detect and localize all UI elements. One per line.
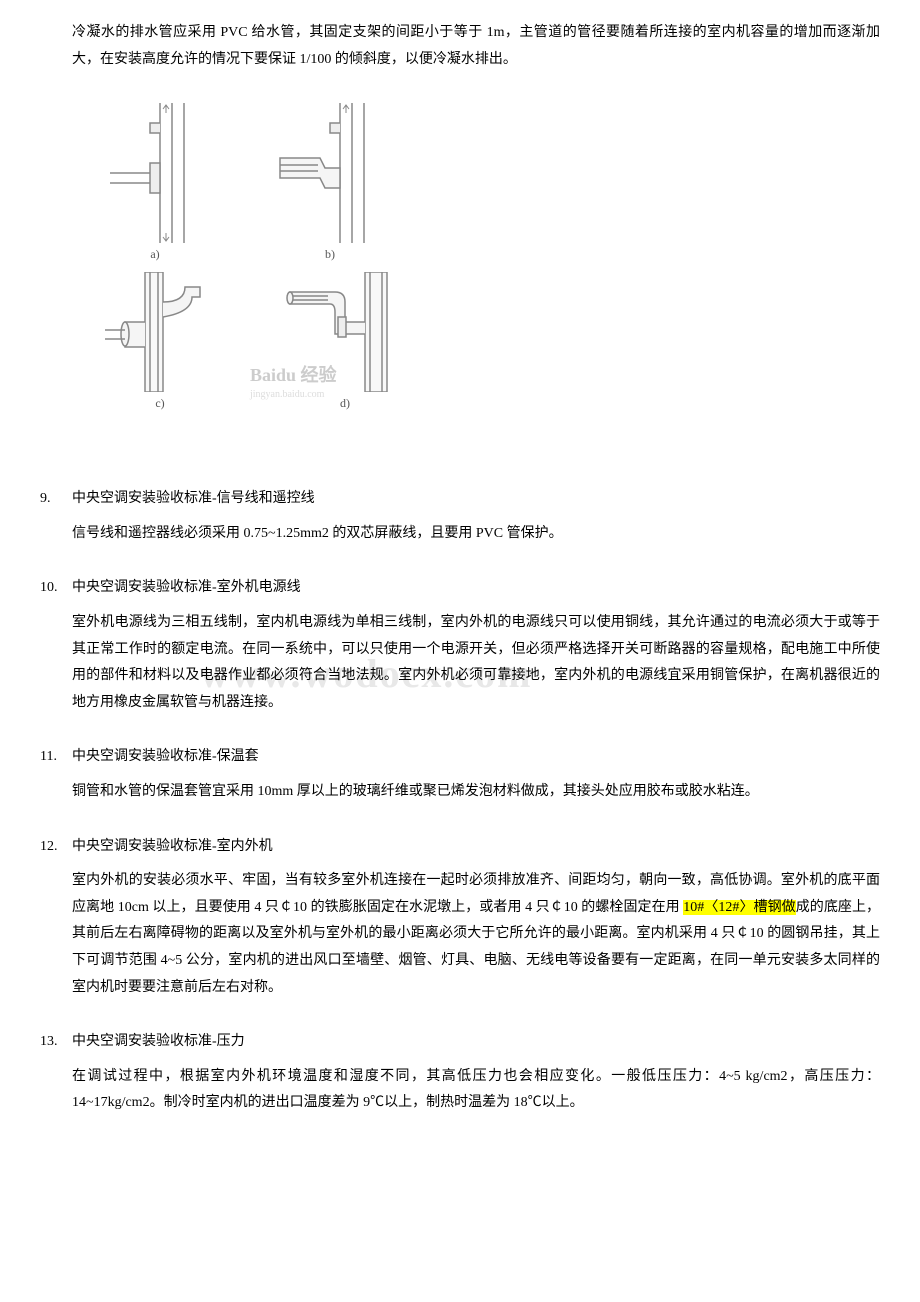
section-12-highlight: 10#〈12#〉槽钢做 <box>683 900 795 915</box>
diagram-c-svg <box>100 272 220 392</box>
diagram-d-svg <box>280 272 410 392</box>
section-9-num: 9. <box>40 486 72 513</box>
section-12-title: 12.中央空调安装验收标准-室内外机 <box>40 834 880 861</box>
intro-paragraph: 冷凝水的排水管应采用 PVC 给水管，其固定支架的间距小于等于 1m，主管道的管… <box>40 20 880 73</box>
section-13-body: 在调试过程中，根据室内外机环境温度和湿度不同，其高低压力也会相应变化。一般低压压… <box>40 1064 880 1117</box>
section-9-title: 9.中央空调安装验收标准-信号线和遥控线 <box>40 486 880 513</box>
section-12-num: 12. <box>40 834 72 861</box>
section-13-title-text: 中央空调安装验收标准-压力 <box>72 1034 245 1049</box>
diagram-a-svg <box>100 103 210 243</box>
section-11-title: 11.中央空调安装验收标准-保温套 <box>40 744 880 771</box>
figure-a: a) <box>100 103 210 262</box>
diagram-b-svg <box>270 103 390 243</box>
baidu-url: jingyan.baidu.com <box>250 389 570 400</box>
section-9-body: 信号线和遥控器线必须采用 0.75~1.25mm2 的双芯屏蔽线，且要用 PVC… <box>40 521 880 548</box>
figure-b-label: b) <box>270 247 390 262</box>
section-12-body: 室内外机的安装必须水平、牢固，当有较多室外机连接在一起时必须排放准齐、间距均匀，… <box>40 868 880 1001</box>
section-13-num: 13. <box>40 1029 72 1056</box>
section-9-title-text: 中央空调安装验收标准-信号线和遥控线 <box>72 491 315 506</box>
section-10-body: 室外机电源线为三相五线制，室内机电源线为单相三线制，室内外机的电源线只可以使用铜… <box>40 610 880 716</box>
figure-block: a) b) <box>100 103 420 458</box>
section-10-title: 10.中央空调安装验收标准-室外机电源线 <box>40 575 880 602</box>
section-10-title-text: 中央空调安装验收标准-室外机电源线 <box>72 580 301 595</box>
section-13-title: 13.中央空调安装验收标准-压力 <box>40 1029 880 1056</box>
section-11-title-text: 中央空调安装验收标准-保温套 <box>72 749 259 764</box>
section-12-title-text: 中央空调安装验收标准-室内外机 <box>72 839 273 854</box>
figure-a-label: a) <box>100 247 210 262</box>
section-11-body: 铜管和水管的保温套管宜采用 10mm 厚以上的玻璃纤维或聚已烯发泡材料做成，其接… <box>40 779 880 806</box>
section-10-num: 10. <box>40 575 72 602</box>
figure-c-label: c) <box>100 396 220 411</box>
section-11-num: 11. <box>40 744 72 771</box>
figure-c: c) <box>100 272 220 411</box>
figure-b: b) <box>270 103 390 262</box>
